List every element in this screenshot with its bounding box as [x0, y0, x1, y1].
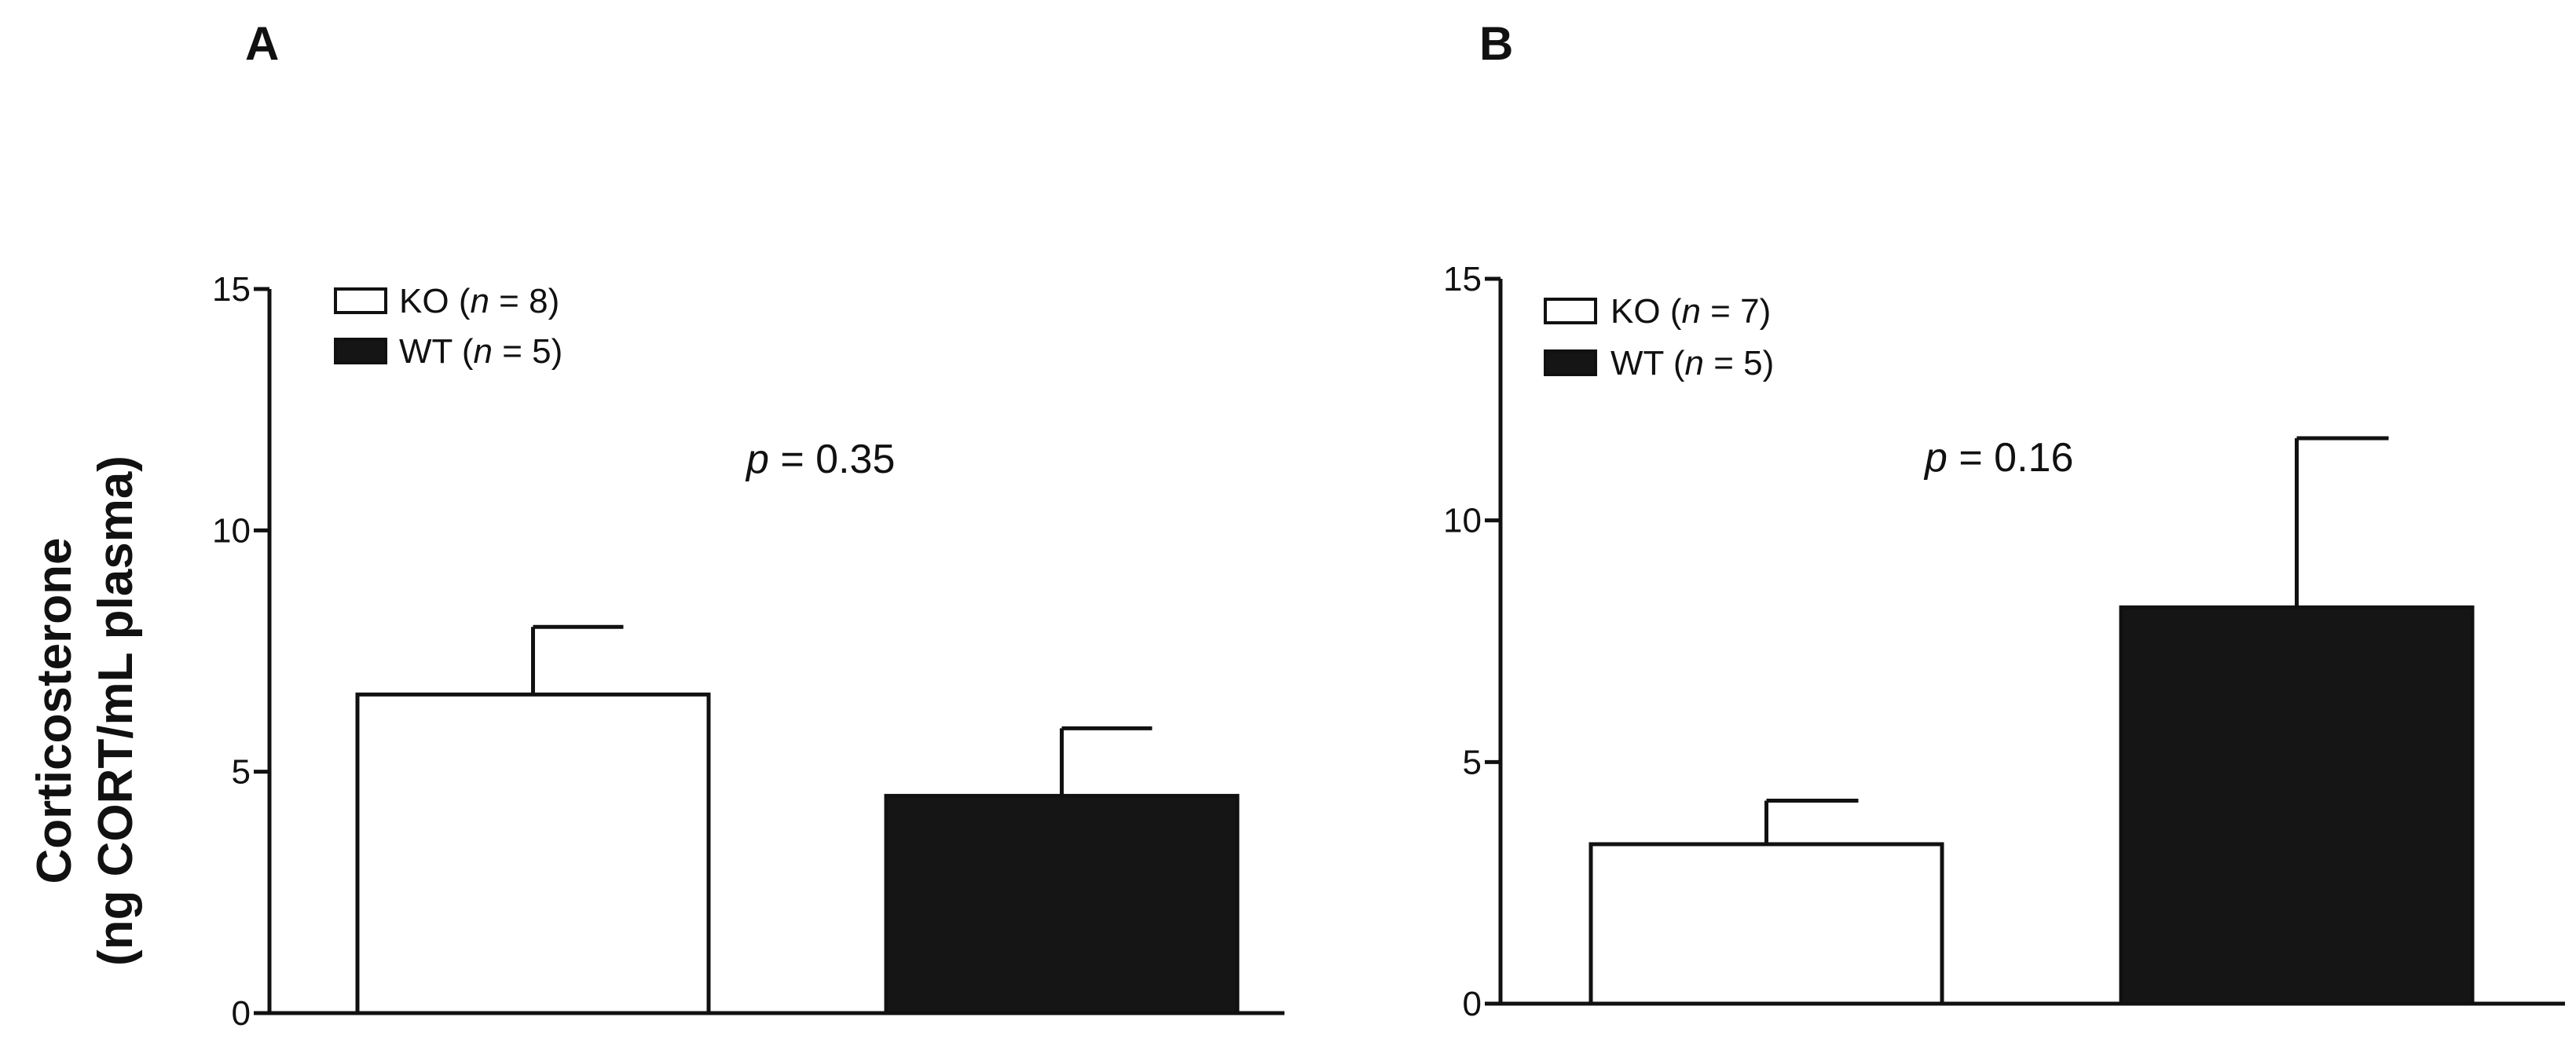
panel-a: A Corticosterone (ng CORT/mL plasma) 0 5 1…	[27, 17, 1284, 1033]
y-axis-label-line2: (ng CORT/mL plasma)	[89, 455, 143, 966]
panel-a-letter: A	[245, 17, 279, 70]
panel-a-ytick-label-1: 5	[232, 753, 251, 792]
panel-a-ytick-label-2: 10	[212, 511, 251, 550]
panel-a-legend-swatch-wt	[334, 338, 387, 364]
panel-b-ytick-label-2: 10	[1443, 502, 1482, 540]
panel-a-bar-wt	[884, 793, 1240, 1015]
panel-b: B 0 5 10 15 KO (n = 7) WT (n = 5) p = 0.16	[1443, 17, 2565, 1023]
panel-a-ytick-label-3: 15	[212, 270, 251, 309]
panel-a-legend-wt: WT (n = 5)	[399, 332, 562, 371]
y-axis-label-line1: Corticosterone	[27, 538, 82, 884]
panel-b-bar-ko	[1588, 842, 1944, 1006]
panel-a-bar-ko	[355, 692, 711, 1015]
panel-b-legend-swatch-wt	[1544, 349, 1597, 376]
panel-a-p-value: p = 0.35	[745, 437, 895, 482]
panel-b-p-value: p = 0.16	[1923, 435, 2073, 481]
panel-a-legend-swatch-ko	[334, 287, 387, 314]
panel-b-letter: B	[1479, 17, 1513, 70]
panel-a-legend-ko: KO (n = 8)	[399, 282, 559, 320]
panel-b-legend-swatch-ko	[1544, 298, 1597, 324]
panel-b-ytick-label-1: 5	[1463, 743, 1482, 781]
panel-b-ytick-label-3: 15	[1443, 260, 1482, 298]
panel-b-ticks: 0 5 10 15	[1443, 260, 1501, 1023]
panel-b-legend-ko: KO (n = 7)	[1610, 292, 1771, 331]
panel-a-ytick-label-0: 0	[232, 994, 251, 1033]
panel-b-ytick-label-0: 0	[1463, 985, 1482, 1023]
panel-b-legend: KO (n = 7) WT (n = 5)	[1544, 292, 1774, 382]
panel-b-bar-wt	[2119, 605, 2475, 1006]
panel-b-legend-wt: WT (n = 5)	[1610, 344, 1774, 382]
panel-a-ticks: 0 5 10 15	[212, 270, 269, 1033]
panel-a-legend: KO (n = 8) WT (n = 5)	[334, 282, 562, 371]
